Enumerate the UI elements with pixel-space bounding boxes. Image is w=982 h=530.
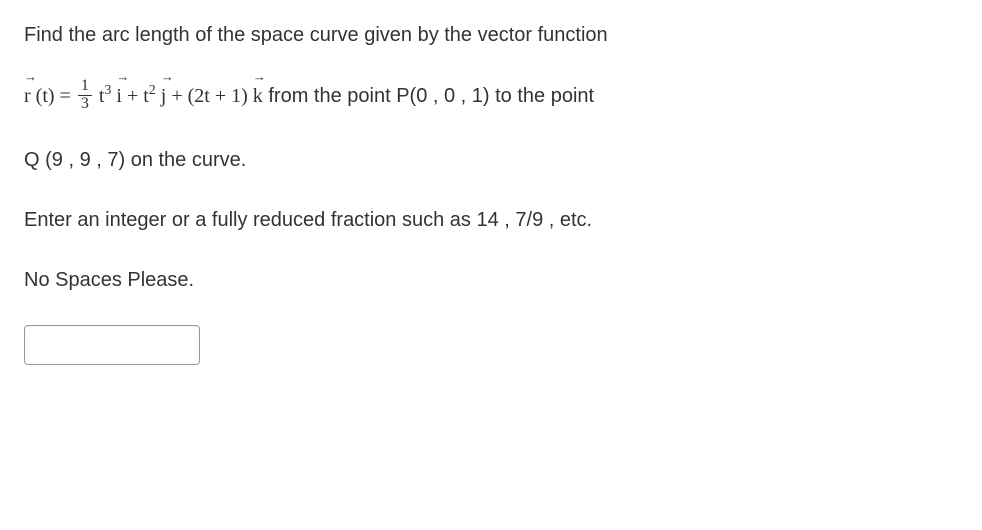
eq-open: (t) =	[31, 85, 76, 107]
plus-t2: + t	[122, 85, 149, 107]
arrow-icon: →	[161, 70, 167, 83]
equation-line: → r (t) = 13 t3 →i + t2 →j + (2t + 1) →k…	[24, 80, 958, 115]
intro-text: Find the arc length of the space curve g…	[24, 20, 958, 50]
exp-2: 2	[149, 83, 156, 98]
q-point-line: Q (9 , 9 , 7) on the curve.	[24, 145, 958, 175]
r-letter: r	[24, 85, 31, 107]
instruction-1: Enter an integer or a fully reduced frac…	[24, 205, 958, 235]
arrow-icon: →	[24, 70, 31, 83]
instruction-2: No Spaces Please.	[24, 265, 958, 295]
k-letter: k	[253, 85, 263, 107]
vector-r: → r	[24, 81, 31, 111]
t3-base: t	[94, 85, 105, 107]
vector-k: →k	[253, 81, 263, 111]
j-letter: j	[161, 85, 167, 107]
plus-2t1: + (2t + 1)	[166, 85, 252, 107]
frac-den: 3	[78, 96, 92, 113]
arrow-icon: →	[253, 70, 263, 83]
frac-num: 1	[78, 78, 92, 96]
fraction-one-third: 13	[78, 78, 92, 113]
vector-i: →i	[116, 81, 122, 111]
arrow-icon: →	[116, 70, 122, 83]
vector-j: →j	[161, 81, 167, 111]
eq-tail: from the point P(0 , 0 , 1) to the point	[263, 85, 594, 107]
i-letter: i	[116, 85, 122, 107]
answer-input[interactable]	[24, 325, 200, 365]
